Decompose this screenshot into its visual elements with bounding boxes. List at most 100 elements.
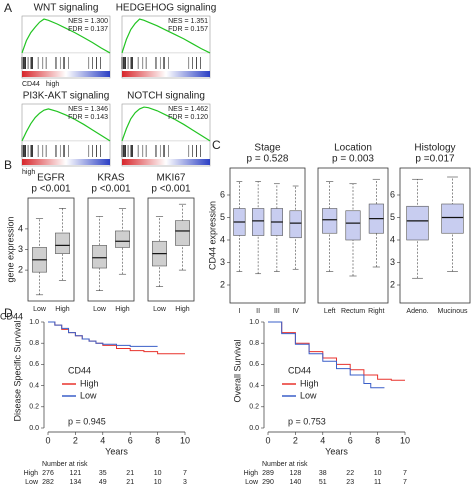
x-tick-label: 2 bbox=[73, 435, 78, 445]
fdr-label: FDR = 0.157 bbox=[168, 26, 208, 33]
x-tick-label: Rectum bbox=[341, 308, 365, 315]
annotation: high bbox=[22, 169, 35, 176]
chart-title: Stage bbox=[254, 143, 281, 154]
x-tick-label: High bbox=[175, 306, 190, 313]
nes-label: NES = 1.346 bbox=[68, 106, 108, 113]
p-value: p <0.001 bbox=[31, 184, 71, 195]
x-tick-label: Right bbox=[368, 308, 384, 315]
chart-title: KRAS bbox=[97, 173, 125, 184]
y-tick-label: 0.2 bbox=[249, 404, 259, 411]
risk-count: 21 bbox=[126, 479, 134, 486]
risk-count: 282 bbox=[42, 479, 54, 486]
legend-label: High bbox=[300, 378, 319, 388]
y-tick-label: 6 bbox=[220, 189, 225, 199]
x-tick-label: III bbox=[274, 308, 280, 315]
risk-count: 3 bbox=[183, 479, 187, 486]
y-tick-label: 6 bbox=[390, 189, 395, 199]
rank-gradient bbox=[22, 71, 110, 77]
y-tick-label: 0.8 bbox=[29, 340, 39, 347]
p-value: p = 0.945 bbox=[68, 416, 106, 426]
chart-title: Location bbox=[334, 143, 372, 154]
y-tick-label: 0.4 bbox=[29, 382, 39, 389]
fdr-label: FDR = 0.143 bbox=[68, 114, 108, 121]
x-axis-label: CD44 bbox=[0, 311, 23, 321]
box bbox=[322, 208, 338, 234]
p-value: p = 0.528 bbox=[247, 154, 289, 165]
rank-gradient bbox=[122, 159, 210, 165]
box bbox=[115, 230, 130, 248]
x-tick-label: 4 bbox=[100, 435, 105, 445]
y-tick-label: 5 bbox=[220, 212, 225, 222]
risk-row-name: Low bbox=[25, 479, 39, 486]
risk-count: 7 bbox=[183, 470, 187, 477]
risk-table-title: Number at risk bbox=[262, 461, 308, 468]
legend-label: High bbox=[80, 378, 99, 388]
chart-title: PI3K-AKT signaling bbox=[23, 91, 110, 102]
x-tick-label: 10 bbox=[180, 435, 190, 445]
y-tick-label: 3 bbox=[390, 257, 395, 267]
box bbox=[345, 210, 361, 241]
plot-frame bbox=[317, 167, 389, 304]
box bbox=[441, 203, 464, 234]
x-tick-label: I bbox=[238, 308, 240, 315]
p-value: p = 0.753 bbox=[288, 416, 326, 426]
chart-title: NOTCH signaling bbox=[127, 91, 205, 102]
fdr-label: FDR = 0.120 bbox=[168, 114, 208, 121]
plot-frame bbox=[229, 167, 306, 304]
enrichment-line bbox=[121, 18, 211, 54]
risk-count: 10 bbox=[154, 470, 162, 477]
plot-frame bbox=[399, 167, 471, 304]
x-tick-label: 6 bbox=[128, 435, 133, 445]
nes-label: NES = 1.462 bbox=[168, 106, 208, 113]
risk-count: 35 bbox=[99, 470, 107, 477]
enrichment-line bbox=[21, 18, 111, 54]
risk-count: 121 bbox=[70, 470, 82, 477]
risk-count: 289 bbox=[262, 470, 274, 477]
x-tick-label: Adeno. bbox=[406, 308, 428, 315]
risk-count: 10 bbox=[154, 479, 162, 486]
plot-frame bbox=[87, 197, 135, 302]
annotation: high bbox=[46, 81, 59, 88]
nes-label: NES = 1.300 bbox=[68, 18, 108, 25]
risk-count: 51 bbox=[319, 479, 327, 486]
panel-label: A bbox=[4, 1, 12, 15]
plot-frame bbox=[147, 197, 195, 302]
x-tick-label: High bbox=[55, 306, 70, 313]
y-tick-label: 0.8 bbox=[249, 340, 259, 347]
x-tick-label: Low bbox=[93, 306, 107, 313]
p-value: p <0.001 bbox=[91, 184, 131, 195]
risk-count: 38 bbox=[319, 470, 327, 477]
y-tick-label: 4 bbox=[220, 234, 225, 244]
chart-title: EGFR bbox=[37, 173, 65, 184]
chart-title: Histology bbox=[414, 143, 455, 154]
y-tick-label: 1.0 bbox=[249, 319, 259, 326]
y-axis-label: CD44 expression bbox=[207, 201, 217, 270]
risk-row-name: High bbox=[24, 470, 39, 477]
y-tick-label: 4 bbox=[390, 234, 395, 244]
p-value: p =0.017 bbox=[415, 154, 455, 165]
risk-count: 23 bbox=[346, 479, 354, 486]
box bbox=[175, 220, 190, 246]
y-tick-label: 0.0 bbox=[249, 425, 259, 432]
plot-frame bbox=[21, 15, 111, 79]
risk-count: 10 bbox=[374, 470, 382, 477]
risk-count: 128 bbox=[290, 470, 302, 477]
x-tick-label: High bbox=[115, 306, 130, 313]
risk-count: 22 bbox=[346, 470, 354, 477]
p-value: p <0.001 bbox=[151, 184, 191, 195]
y-axis-label: Overall Survival bbox=[232, 339, 242, 402]
x-tick-label: 0 bbox=[265, 435, 270, 445]
chart-title: HEDGEHOG signaling bbox=[116, 3, 217, 14]
risk-count: 134 bbox=[70, 479, 82, 486]
x-tick-label: 2 bbox=[293, 435, 298, 445]
x-axis-label: Years bbox=[325, 446, 348, 456]
rank-gradient bbox=[122, 71, 210, 77]
x-tick-label: Low bbox=[153, 306, 167, 313]
y-tick-label: 0.6 bbox=[249, 361, 259, 368]
y-tick-label: 4 bbox=[18, 223, 23, 233]
y-tick-label: 2 bbox=[220, 279, 225, 289]
y-tick-label: 2 bbox=[18, 264, 23, 274]
legend-label: Low bbox=[300, 390, 317, 400]
enrichment-line bbox=[21, 108, 111, 142]
risk-count: 7 bbox=[403, 479, 407, 486]
